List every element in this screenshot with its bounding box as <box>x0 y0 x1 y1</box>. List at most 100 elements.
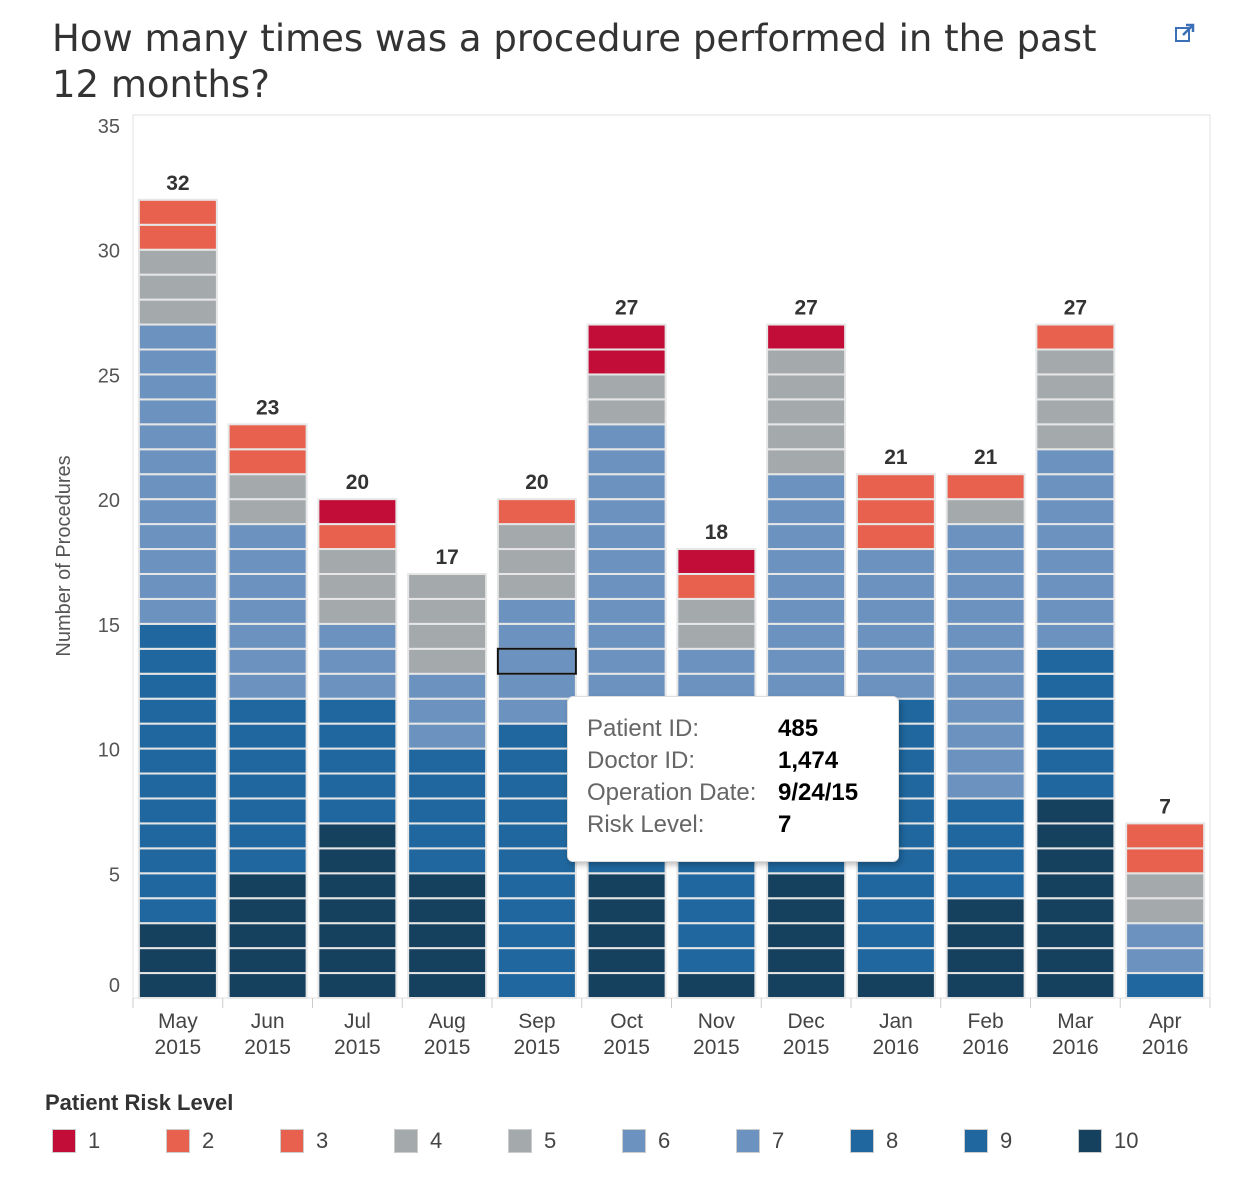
bar-segment-risk-4 <box>317 548 398 575</box>
bar-segment-risk-6 <box>855 622 936 650</box>
bar-segment-risk-10 <box>227 972 308 999</box>
bar-segment-risk-8 <box>855 922 936 950</box>
legend-item-9[interactable]: 9 <box>964 1127 1013 1154</box>
bar-segment-risk-6 <box>496 647 577 675</box>
bar-segment-risk-10 <box>137 972 218 999</box>
bar-total-label: 27 <box>794 297 817 320</box>
bar-segment-risk-10 <box>227 872 308 900</box>
legend-item-8[interactable]: 8 <box>850 1127 899 1154</box>
bar-segment-risk-2 <box>945 473 1026 501</box>
legend-item-2[interactable]: 2 <box>166 1127 214 1154</box>
bar-segment-risk-4 <box>766 398 847 426</box>
bar-segment-risk-6 <box>137 323 218 351</box>
x-tick-label-month: Feb <box>968 1010 1004 1033</box>
bar-segment-risk-2 <box>1125 847 1206 875</box>
bar-segment-risk-8 <box>1035 647 1116 675</box>
bar-segment-risk-8 <box>1035 722 1116 750</box>
bar-segment-risk-6 <box>586 448 667 476</box>
bar-segment-risk-8 <box>855 897 936 925</box>
bar-segment-risk-8 <box>1035 747 1116 775</box>
bar-segment-risk-8 <box>407 847 488 875</box>
bar-segment-risk-8 <box>317 772 398 800</box>
legend-label: 8 <box>886 1128 899 1154</box>
bar-segment-risk-6 <box>1035 548 1116 575</box>
bar-segment-risk-8 <box>496 722 577 750</box>
bar-segment-risk-4 <box>317 572 398 600</box>
bar-segment-risk-6 <box>1035 597 1116 625</box>
legend-item-1[interactable]: 1 <box>52 1127 100 1154</box>
bar-segment-risk-6 <box>945 572 1026 600</box>
x-tick-label-year: 2016 <box>962 1036 1009 1059</box>
bar-segment-risk-4 <box>407 597 488 625</box>
bar-segment-risk-1 <box>766 323 847 351</box>
bar-total-label: 18 <box>705 521 729 544</box>
bar-segment-risk-10 <box>586 972 667 999</box>
bar-segment-risk-8 <box>496 772 577 800</box>
bar-segment-risk-6 <box>1035 622 1116 650</box>
tooltip-value: 1,474 <box>778 747 839 774</box>
bar-segment-risk-6 <box>137 398 218 426</box>
bar-total-label: 23 <box>256 396 279 419</box>
bar-segment-risk-10 <box>1035 972 1116 999</box>
y-tick-label: 15 <box>98 615 120 637</box>
tooltip-label: Operation Date: <box>587 779 757 806</box>
legend-swatch <box>622 1129 646 1154</box>
tooltip-value: 9/24/15 <box>778 779 859 806</box>
bar-segment-risk-6 <box>317 622 398 650</box>
legend-swatch <box>850 1129 874 1154</box>
bar-segment-risk-2 <box>855 498 936 526</box>
bar-segment-risk-6 <box>227 622 308 650</box>
bar-segment-risk-4 <box>137 273 218 301</box>
x-tick-label-year: 2016 <box>873 1036 920 1059</box>
legend-swatch <box>736 1129 760 1154</box>
bar-segment-risk-8 <box>496 747 577 775</box>
legend-item-7[interactable]: 7 <box>736 1127 784 1154</box>
x-tick-label-year: 2015 <box>334 1036 381 1059</box>
legend-item-5[interactable]: 5 <box>508 1127 556 1154</box>
bar-segment-risk-8 <box>676 897 757 925</box>
bar-total-label: 7 <box>1159 795 1171 818</box>
bar-segment-risk-10 <box>1035 797 1116 825</box>
bar-segment-risk-8 <box>676 922 757 950</box>
bar-segment-risk-10 <box>137 922 218 950</box>
x-tick-label-year: 2015 <box>783 1036 830 1059</box>
legend-item-10[interactable]: 10 <box>1078 1127 1138 1154</box>
x-tick-label-year: 2015 <box>603 1036 650 1059</box>
external-link-icon[interactable] <box>1174 22 1196 44</box>
bar-total-label: 20 <box>346 471 369 494</box>
bar-segment-risk-4 <box>766 423 847 451</box>
bar-segment-risk-4 <box>496 548 577 575</box>
bar-segment-risk-4 <box>407 572 488 600</box>
bar-segment-risk-8 <box>227 822 308 850</box>
tooltip-row-patient-id: Patient ID: 485 <box>587 713 818 745</box>
bar-segment-risk-4 <box>1035 398 1116 426</box>
bar-segment-risk-8 <box>137 722 218 750</box>
bar-segment-risk-8 <box>676 947 757 975</box>
bar-segment-risk-8 <box>945 847 1026 875</box>
bar-segment-risk-6 <box>855 597 936 625</box>
y-tick-label: 10 <box>98 740 120 762</box>
bar-segment-risk-2 <box>227 423 308 451</box>
bar-segment-risk-6 <box>766 548 847 575</box>
bar-segment-risk-10 <box>766 897 847 925</box>
tooltip-label: Doctor ID: <box>587 747 696 774</box>
legend-label: 9 <box>1000 1128 1013 1154</box>
bar-segment-risk-8 <box>407 747 488 775</box>
bar-segment-risk-8 <box>317 722 398 750</box>
bar-segment-risk-6 <box>945 523 1026 551</box>
bar-segment-risk-6 <box>496 672 577 700</box>
bar-segment-risk-6 <box>407 672 488 700</box>
bar-segment-risk-4 <box>1035 373 1116 401</box>
legend-item-6[interactable]: 6 <box>622 1127 670 1154</box>
y-axis-label: Number of Procedures <box>53 455 75 656</box>
legend-label: 3 <box>316 1128 329 1154</box>
bar-segment-risk-6 <box>317 647 398 675</box>
legend-item-4[interactable]: 4 <box>394 1127 442 1154</box>
bar-segment-risk-2 <box>137 223 218 251</box>
legend-item-3[interactable]: 3 <box>280 1127 329 1154</box>
bar-total-label: 27 <box>615 297 638 320</box>
bar-segment-risk-10 <box>586 897 667 925</box>
bar-segment-risk-6 <box>766 647 847 675</box>
x-tick-label-year: 2015 <box>424 1036 471 1059</box>
bar-segment-risk-6 <box>317 672 398 700</box>
